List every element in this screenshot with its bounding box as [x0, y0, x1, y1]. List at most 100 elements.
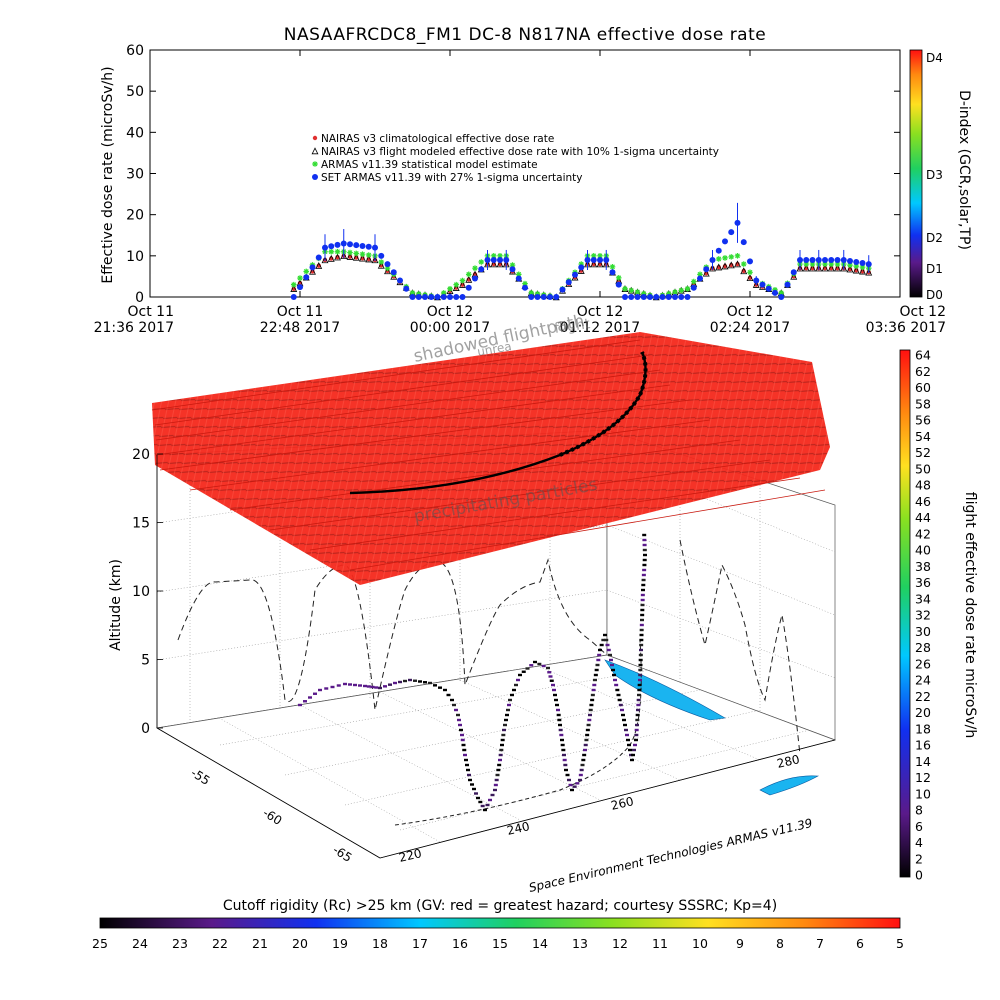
top-legend-entry: SET ARMAS v11.39 with 27% 1-sigma uncert… [321, 172, 583, 184]
armas-statistical-point [578, 261, 585, 267]
top-x-tick-label-time: 00:00 2017 [410, 320, 490, 336]
nairas-flight-point [334, 253, 341, 261]
cutoff-colorbar-tick: 12 [612, 936, 628, 951]
set-armas-point [678, 294, 685, 300]
flight-path-point [458, 723, 462, 727]
set-armas-point [547, 294, 553, 300]
armas-statistical-point [772, 286, 778, 293]
flight-path-point [558, 728, 563, 732]
cutoff-colorbar-tick: 23 [172, 936, 188, 951]
armas-statistical-point [478, 259, 485, 265]
flight-path-point [583, 743, 588, 747]
set-armas-point [359, 242, 366, 249]
flight-path-point [366, 685, 371, 688]
flight-path-point [638, 653, 643, 657]
flight-path-point [636, 703, 641, 707]
flight-path-point [541, 664, 546, 668]
lon-tick-label: 240 [506, 819, 531, 838]
set-armas-point [659, 294, 666, 300]
flight-path-point [497, 763, 502, 767]
flight-path-point [610, 663, 614, 667]
flight-path-point [638, 663, 643, 667]
nairas-flight-point [840, 264, 848, 272]
armas-statistical-point [440, 290, 447, 296]
flight-path-point [503, 723, 507, 727]
set-armas-point [615, 281, 622, 288]
dose-rate-colorbar-tick: 42 [915, 526, 931, 541]
flight-path-point [642, 568, 647, 572]
armas-statistical-point [528, 290, 535, 296]
dose-rate-colorbar-tick: 28 [915, 640, 931, 655]
cutoff-colorbar [99, 917, 901, 929]
flight-path-point [388, 683, 392, 686]
set-armas-point [722, 238, 728, 245]
flight-path-point [611, 668, 615, 672]
flight-path-point [452, 703, 456, 707]
nairas-flight-point [721, 262, 729, 270]
armas-statistical-point [509, 262, 516, 268]
set-armas-point [434, 294, 441, 300]
set-armas-point [384, 261, 391, 268]
flight-path-point [640, 598, 645, 602]
flight-path-point [308, 696, 312, 699]
flight-path-point [393, 681, 397, 685]
flight-path-point [443, 688, 447, 692]
armas-statistical-point [728, 254, 735, 260]
flight-path-point [628, 748, 632, 752]
armas-statistical-point [615, 274, 622, 281]
top-data-series [290, 202, 873, 301]
flight-path-point [547, 671, 552, 674]
set-armas-point [747, 258, 753, 265]
flight-path-point [488, 798, 492, 802]
dose-rate-colorbar-tick: 18 [915, 721, 931, 736]
nairas-flight-point [340, 252, 348, 260]
set-armas-point [690, 284, 697, 291]
flight-path-point [591, 688, 596, 692]
flight-path-point [460, 733, 464, 737]
armas-statistical-point [334, 248, 341, 255]
flight-path-point [640, 603, 645, 607]
top-legend-entry: NAIRAS v3 climatological effective dose … [321, 133, 554, 145]
flight-path-point [614, 683, 619, 687]
set-armas-point [447, 294, 453, 300]
flight-path-point [324, 687, 329, 690]
dose-rate-colorbar-tick: 38 [915, 559, 931, 574]
armas-statistical-point [465, 271, 472, 278]
armas-statistical-point [747, 269, 753, 276]
flight-path-point [639, 633, 644, 637]
armas-statistical-point [697, 271, 703, 278]
flight-path-point [578, 778, 582, 782]
flight-path-point [512, 688, 516, 692]
armas-statistical-point [722, 255, 728, 261]
flight-path-point [608, 653, 612, 657]
cutoff-colorbar-tick: 21 [252, 936, 268, 951]
flight-path-point [493, 783, 498, 787]
dose-rate-colorbar-tick: 54 [915, 429, 931, 444]
nairas-flight-point [465, 275, 473, 283]
flight-path-point [557, 718, 562, 722]
armas-statistical-point [847, 262, 853, 268]
set-armas-point [847, 257, 853, 264]
lon-axis [379, 739, 836, 859]
flight-path-point [641, 578, 646, 582]
flight-path-point [518, 673, 522, 677]
flight-path-point [514, 683, 518, 687]
set-armas-point [409, 294, 416, 300]
flight-path-point [562, 753, 566, 757]
set-armas-point [628, 294, 635, 300]
nairas-flight-point [321, 256, 329, 264]
flight-path-point [640, 593, 645, 597]
flight-path-point [618, 703, 623, 707]
set-armas-point [365, 243, 372, 250]
cutoff-colorbar-tick: 11 [652, 936, 668, 951]
dose-rate-colorbar-tick: 8 [915, 803, 923, 818]
z-axis-label: Altitude (km) [108, 559, 124, 651]
set-armas-point [347, 241, 353, 248]
flight-path-point [637, 683, 642, 687]
flight-path-point [363, 684, 367, 688]
flight-path-point [567, 778, 571, 782]
nairas-flight-point [796, 264, 804, 272]
flight-path-point [336, 684, 341, 687]
armas-statistical-point [809, 261, 816, 267]
dose-rate-colorbar-tick: 32 [915, 608, 931, 623]
